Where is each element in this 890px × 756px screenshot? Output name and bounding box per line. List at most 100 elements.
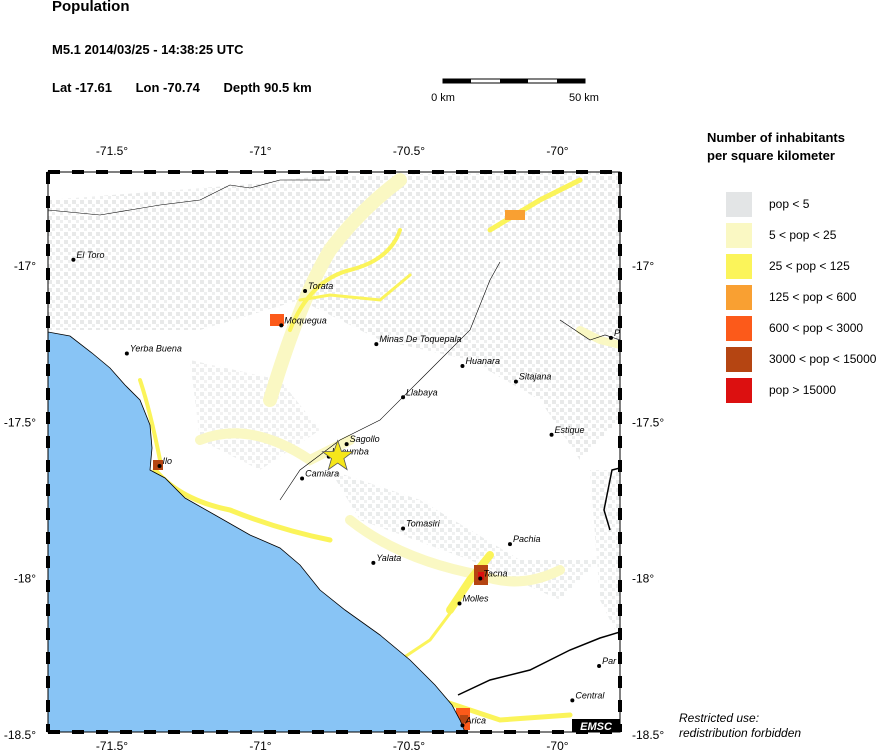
city-camiara: Camiara — [300, 469, 339, 481]
city-dot-icon — [374, 342, 379, 347]
city-label: Molles — [462, 594, 489, 604]
city-sagollo: Sagollo — [344, 434, 380, 447]
usage-notice: Restricted use: redistribution forbidden — [679, 711, 801, 741]
city-dot-icon — [300, 476, 305, 481]
city-dot-icon — [71, 257, 76, 262]
svg-text:EMSC: EMSC — [580, 721, 613, 733]
city-label: Yerba Buena — [130, 344, 182, 354]
city-tacna: Tacna — [478, 569, 507, 581]
lat-tick-label-left: -18° — [14, 572, 36, 586]
legend-swatch — [726, 315, 752, 341]
legend-item: 3000 < pop < 15000 — [726, 346, 876, 372]
city-moquegua: Moquegua — [279, 315, 327, 328]
legend-swatch — [726, 253, 752, 279]
lat-tick-label-right: -18.5° — [632, 728, 664, 742]
city-label: Llabaya — [406, 387, 438, 397]
city-label: El Toro — [76, 250, 104, 260]
legend-item: 125 < pop < 600 — [726, 284, 856, 310]
scale-start-label: 0 km — [431, 92, 455, 104]
lat-tick-label-right: -18° — [632, 572, 654, 586]
lon-tick-label-top: -70° — [546, 144, 568, 158]
lon-tick-label-bottom: -70° — [546, 739, 568, 753]
star-icon — [321, 439, 355, 471]
lat-tick-label-left: -17° — [14, 259, 36, 273]
city-dot-icon — [507, 542, 512, 547]
legend-swatch — [726, 222, 752, 248]
usage-notice-line1: Restricted use: — [679, 711, 760, 725]
map-frame: -71.5° -71.5° -71° -71° -70.5° -70.5° -70° -70°… — [4, 144, 665, 753]
page-title: Population — [52, 0, 130, 15]
city-label: Tomasiri — [406, 519, 441, 529]
city-dot-icon — [570, 698, 575, 703]
city-dot-icon — [303, 289, 308, 293]
city-dot-icon — [608, 335, 613, 340]
lon-tick-label-top: -70.5° — [393, 144, 425, 158]
city-tomasiri: Tomasiri — [401, 519, 441, 531]
city-dot-icon — [157, 464, 162, 468]
lat-tick-label-right: -17.5° — [632, 415, 664, 429]
city-dot-icon — [371, 560, 376, 565]
scale-bar: 0 km 50 km — [431, 78, 599, 104]
city-llabaya: Llabaya — [401, 387, 438, 400]
lon-tick-label-bottom: -71.5° — [96, 739, 128, 753]
scale-end-label: 50 km — [569, 92, 599, 104]
emsc-logo: EMSC — [572, 719, 620, 733]
lon-tick-label-top: -71° — [249, 144, 271, 158]
city-dot-icon — [124, 351, 129, 356]
legend-label: pop < 5 — [769, 197, 810, 211]
city-label: Huanara — [465, 356, 500, 366]
city-dot-icon — [549, 432, 554, 437]
city-label: Torata — [308, 281, 333, 291]
city-dot-icon — [457, 601, 462, 606]
city-estique: Estique — [549, 425, 585, 437]
city-dot-icon — [460, 364, 465, 368]
legend-swatch — [726, 284, 752, 310]
city-torata: Torata — [303, 281, 333, 293]
city-minas-de-toquepala: Minas De Toquepala — [374, 334, 462, 347]
city-label: Moquegua — [284, 315, 327, 325]
legend-label: 5 < pop < 25 — [769, 228, 837, 242]
city-dot-icon — [344, 442, 349, 447]
city-el-toro: El Toro — [71, 250, 105, 262]
legend-item: 5 < pop < 25 — [726, 222, 836, 248]
legend-title: Number of inhabitants per square kilomet… — [707, 129, 845, 165]
city-label: Sitajana — [519, 372, 552, 382]
city-dot-icon — [401, 526, 406, 531]
legend-label: 25 < pop < 125 — [769, 259, 850, 273]
city-dot-icon — [478, 576, 483, 581]
city-yalata: Yalata — [371, 553, 401, 565]
lon-tick-label-bottom: -70.5° — [393, 739, 425, 753]
city-molles: Molles — [457, 594, 489, 606]
legend-label: 3000 < pop < 15000 — [769, 352, 877, 366]
city-dot-icon — [460, 723, 465, 728]
city-putina: Putina — [608, 328, 620, 340]
legend-label: pop > 15000 — [769, 383, 837, 397]
legend-swatch — [726, 191, 752, 217]
legend-label: 600 < pop < 3000 — [769, 321, 864, 335]
lon-tick-label-top: -71.5° — [96, 144, 128, 158]
city-pachia: Pachia — [507, 534, 541, 547]
epicenter-star-icon — [321, 439, 355, 471]
ocean — [48, 331, 466, 732]
event-lon: Lon -70.74 — [135, 80, 200, 95]
event-location: Lat -17.61 Lon -70.74 Depth 90.5 km — [52, 80, 332, 95]
city-label: Par — [602, 656, 617, 666]
city-label: Central — [575, 690, 605, 700]
city-sitajana: Sitajana — [513, 372, 552, 384]
city-dot-icon — [597, 664, 602, 668]
city-markers: El Toro Torata Moquegua Yerba Buena Minas De… — [71, 250, 620, 728]
lat-tick-label-right: -17° — [632, 259, 654, 273]
legend-swatch — [726, 346, 752, 372]
city-label: Sagollo — [350, 434, 380, 444]
city-label: Pachia — [513, 534, 541, 544]
city-par: Par — [597, 656, 617, 668]
city-label: Camiara — [305, 469, 339, 479]
legend-item: 25 < pop < 125 — [726, 253, 850, 279]
city-label: Ilo — [163, 456, 173, 466]
city-dot-icon — [513, 379, 518, 384]
city-label: Estique — [555, 425, 585, 435]
legend-item: 600 < pop < 3000 — [726, 315, 863, 341]
event-lat: Lat -17.61 — [52, 80, 112, 95]
